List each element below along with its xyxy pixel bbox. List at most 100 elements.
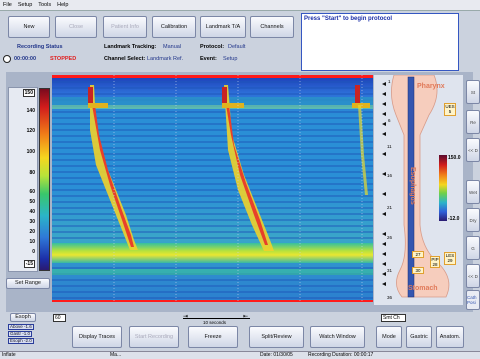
mode-button[interactable]: Mode bbox=[376, 326, 402, 348]
time-scale-label: 10 seconds bbox=[203, 320, 227, 325]
ues-badge: UES 5 bbox=[444, 103, 456, 116]
sensor-arrow-icon bbox=[382, 132, 386, 136]
protocol-message: Press "Start" to begin protocol bbox=[304, 16, 393, 22]
ues-badge-value: 5 bbox=[448, 109, 452, 114]
channel-select-label: Channel Select: bbox=[104, 56, 146, 62]
status-left: Inflate bbox=[2, 352, 16, 358]
event-value: Setup bbox=[223, 56, 238, 62]
dry-swallow-button[interactable]: Dry bbox=[466, 208, 480, 232]
smooth-channel-field[interactable]: Smt Ch bbox=[381, 314, 406, 322]
pressure-tick: 0 bbox=[32, 249, 35, 255]
menu-help[interactable]: Help bbox=[57, 2, 69, 8]
sensor-arrow-icon bbox=[382, 212, 386, 216]
sensor-number: 11 bbox=[387, 144, 392, 149]
pip-badge: PIP 28 bbox=[430, 256, 440, 268]
pressure-tick: 150 bbox=[22, 89, 35, 97]
start-recording-button[interactable]: Start Recording bbox=[129, 326, 179, 348]
pressure-tick: 20 bbox=[29, 229, 35, 235]
time-scale-line bbox=[183, 318, 250, 319]
colorbar-min: -12.0 bbox=[448, 216, 460, 222]
pressure-tick: 40 bbox=[29, 209, 35, 215]
patient-info-button[interactable]: Patient Info bbox=[103, 16, 147, 38]
pip-badge-value: 28 bbox=[432, 262, 438, 267]
wet-swallow-button[interactable]: Wet bbox=[466, 180, 480, 204]
marker-27: 27 bbox=[412, 251, 424, 258]
start-button[interactable]: St bbox=[466, 80, 480, 104]
pressure-tick: 50 bbox=[29, 199, 35, 205]
above-value: Above -1.6 bbox=[8, 324, 34, 330]
status-mid: Ma... bbox=[110, 352, 122, 358]
calibration-button[interactable]: Calibration bbox=[152, 16, 196, 38]
gastric-button[interactable]: Gastric bbox=[406, 326, 432, 348]
ues-badge-label: UES bbox=[445, 104, 455, 109]
menu-tools[interactable]: Tools bbox=[38, 2, 52, 8]
sensor-arrow-icon bbox=[382, 242, 386, 246]
esophagus-label: Esophagus bbox=[409, 167, 416, 205]
prev-button-2[interactable]: << D bbox=[466, 264, 480, 288]
split-review-button[interactable]: Split/Review bbox=[249, 326, 304, 348]
recording-status-label: Recording Status bbox=[17, 44, 63, 50]
sensor-arrow-icon bbox=[382, 92, 386, 96]
recording-state: STOPPED bbox=[50, 56, 77, 62]
landmark-tracking-value: Manual bbox=[163, 44, 182, 50]
les-badge: LES 29 bbox=[444, 252, 456, 265]
pip-badge-label: PIP bbox=[431, 257, 439, 262]
sensor-number: 21 bbox=[387, 205, 393, 210]
message-box: Press "Start" to begin protocol bbox=[301, 13, 459, 71]
pressure-topography-plot[interactable] bbox=[52, 75, 373, 302]
set-range-button[interactable]: Set Range bbox=[6, 278, 50, 289]
peristaltic-wave-1 bbox=[90, 85, 138, 250]
pressure-tick: 30 bbox=[29, 219, 35, 225]
anatomy-colorbar bbox=[439, 155, 447, 221]
sensor-arrow-icon bbox=[382, 122, 386, 126]
esoph-button[interactable]: Esoph bbox=[10, 313, 36, 322]
gastric-band bbox=[52, 269, 373, 275]
anatomy-diagram bbox=[382, 75, 450, 298]
g-button[interactable]: G bbox=[466, 236, 480, 260]
review-button[interactable]: Re bbox=[466, 110, 480, 134]
freeze-button[interactable]: Freeze bbox=[188, 326, 238, 348]
sensor-number: 16 bbox=[387, 173, 393, 178]
esophagus-shape bbox=[391, 75, 450, 298]
landmark-ta-button[interactable]: Landmark T/A bbox=[200, 16, 246, 38]
close-button[interactable]: Close bbox=[55, 16, 97, 38]
landmark-tracking-label: Landmark Tracking: bbox=[104, 44, 157, 50]
protocol-label: Protocol: bbox=[200, 44, 225, 50]
sensor-number: 31 bbox=[387, 268, 393, 273]
plot-texture bbox=[52, 75, 373, 302]
sensor-number: 26 bbox=[387, 235, 393, 240]
sensor-arrow-icon bbox=[382, 192, 386, 196]
sensor-arrow-icon bbox=[382, 262, 386, 266]
anatomy-button[interactable]: Anatom. bbox=[436, 326, 464, 348]
ues-contraction-1 bbox=[88, 87, 93, 107]
les-pressure-band bbox=[52, 243, 373, 263]
sensor-number: 6 bbox=[388, 118, 391, 123]
depth-field[interactable]: 60 bbox=[53, 314, 66, 322]
les-badge-value: 29 bbox=[447, 258, 453, 263]
menu-file[interactable]: File bbox=[3, 2, 12, 8]
sensor-arrow-icon bbox=[382, 252, 386, 256]
sensor-number: 36 bbox=[387, 295, 393, 300]
ues-contraction-spread-1 bbox=[88, 103, 108, 108]
sensor-arrow-icon bbox=[382, 172, 386, 176]
prev-button[interactable]: << D bbox=[466, 138, 480, 162]
right-button-column: St Re << D Wet Dry G << D Cath Posi bbox=[466, 80, 480, 310]
sensor-arrow-icon bbox=[382, 152, 386, 156]
sensor-arrow-icon bbox=[382, 112, 386, 116]
channels-button[interactable]: Channels bbox=[250, 16, 294, 38]
anatomy-panel: 150.0 -12.0 Pharynx Esophagus Stomach UE… bbox=[374, 75, 463, 305]
sensor-arrow-icon bbox=[382, 282, 386, 286]
ues-contraction-spread-2 bbox=[222, 103, 244, 108]
new-button[interactable]: New bbox=[8, 16, 50, 38]
ues-band-edge bbox=[52, 105, 373, 109]
watch-window-button[interactable]: Watch Window bbox=[310, 326, 365, 348]
status-date: Date: 01/30/05 bbox=[260, 352, 293, 358]
display-traces-button[interactable]: Display Traces bbox=[72, 326, 122, 348]
peristaltic-wave-3 bbox=[358, 105, 368, 195]
menu-bar: File Setup Tools Help bbox=[0, 0, 480, 11]
pressure-axis: 150 140 120 100 80 60 50 40 30 20 10 0 -… bbox=[8, 87, 38, 272]
pharynx-label: Pharynx bbox=[417, 83, 445, 90]
colorbar-max: 150.0 bbox=[448, 155, 461, 161]
menu-setup[interactable]: Setup bbox=[17, 2, 33, 8]
ues-contraction-3 bbox=[355, 85, 360, 105]
